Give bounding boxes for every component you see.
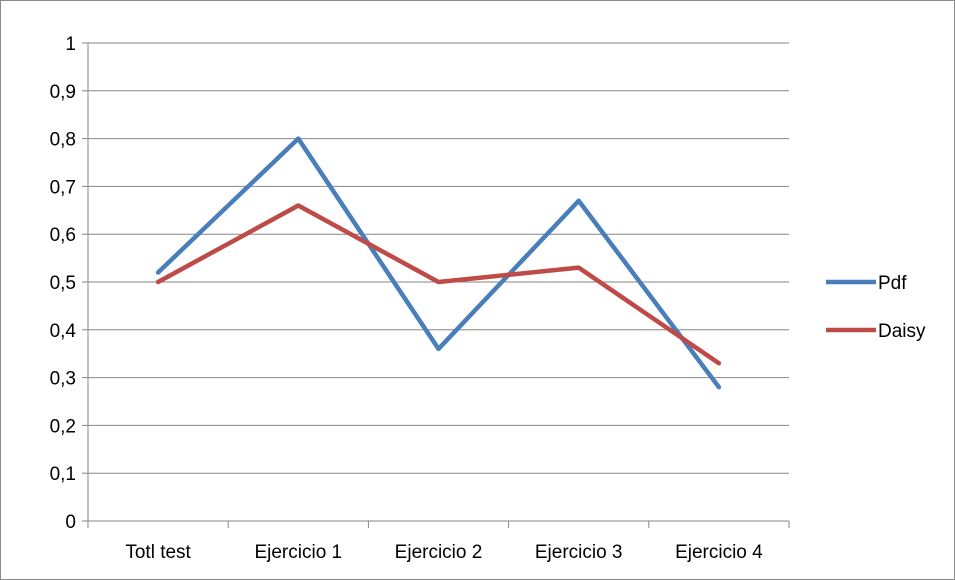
legend-label-daisy: Daisy xyxy=(878,321,926,342)
y-tick-label: 0,1 xyxy=(50,464,76,485)
y-tick-label: 0,6 xyxy=(50,225,76,246)
y-tick-label: 0,9 xyxy=(50,82,76,103)
x-tick-label: Ejercicio 3 xyxy=(535,542,623,563)
x-tick-label: Totl test xyxy=(125,542,191,563)
y-tick-label: 0,8 xyxy=(50,130,76,151)
series-line-pdf xyxy=(155,136,722,390)
x-tick-label: Ejercicio 2 xyxy=(395,542,483,563)
y-tick-label: 0,7 xyxy=(50,177,76,198)
y-tick-label: 0,4 xyxy=(50,321,77,342)
y-tick-label: 1 xyxy=(65,34,76,55)
y-tick-label: 0 xyxy=(65,512,76,533)
x-tick-label: Ejercicio 1 xyxy=(254,542,342,563)
series-line-daisy xyxy=(155,203,722,366)
y-tick-label: 0,2 xyxy=(50,416,76,437)
y-tick-label: 0,5 xyxy=(50,273,76,294)
x-tick-label: Ejercicio 4 xyxy=(675,542,763,563)
y-tick-label: 0,3 xyxy=(50,369,76,390)
legend-label-pdf: Pdf xyxy=(878,273,907,294)
